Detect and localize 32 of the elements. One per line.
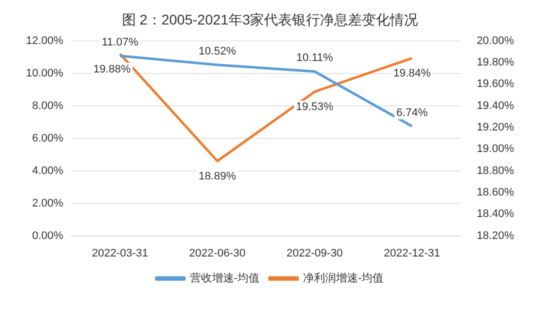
- y2-tick-label: 20.00%: [476, 34, 514, 47]
- legend-label: 营收增速-均值: [190, 272, 260, 285]
- x-tick-label: 2022-03-31: [92, 247, 148, 260]
- y-tick-label: 4.00%: [32, 164, 64, 177]
- x-tick-label: 2022-12-31: [384, 247, 440, 260]
- y2-tick-label: 19.20%: [476, 122, 514, 134]
- chart-title: 图 2：2005-2021年3家代表银行净息差变化情况: [122, 11, 418, 28]
- data-label: 6.74%: [396, 106, 428, 119]
- y-tick-label: 6.00%: [32, 132, 64, 144]
- data-label: 11.07%: [102, 36, 138, 48]
- x-tick-label: 2022-06-30: [189, 247, 246, 260]
- y2-tick-label: 19.80%: [476, 56, 514, 68]
- data-label: 10.11%: [296, 52, 334, 64]
- legend-label: 净利润增速-均值: [303, 272, 384, 285]
- y-tick-label: 12.00%: [26, 34, 64, 47]
- y2-tick-label: 19.00%: [476, 143, 514, 156]
- y2-tick-label: 19.40%: [476, 100, 514, 112]
- y2-tick-label: 18.60%: [476, 186, 514, 198]
- y-tick-label: 10.00%: [26, 67, 64, 80]
- data-label: 10.52%: [198, 45, 236, 58]
- y2-tick-label: 19.60%: [476, 78, 514, 90]
- data-label: 19.84%: [393, 68, 431, 80]
- data-label: 19.88%: [93, 63, 131, 76]
- x-tick-label: 2022-09-30: [286, 247, 343, 260]
- data-label: 18.89%: [198, 170, 236, 183]
- y-tick-label: 2.00%: [32, 197, 64, 210]
- y-tick-label: 0.00%: [32, 230, 64, 242]
- y2-tick-label: 18.80%: [476, 164, 514, 177]
- data-label: 19.53%: [296, 101, 334, 114]
- y-tick-label: 8.00%: [32, 100, 64, 112]
- y2-tick-label: 18.20%: [476, 230, 514, 242]
- y2-tick-label: 18.40%: [476, 208, 514, 220]
